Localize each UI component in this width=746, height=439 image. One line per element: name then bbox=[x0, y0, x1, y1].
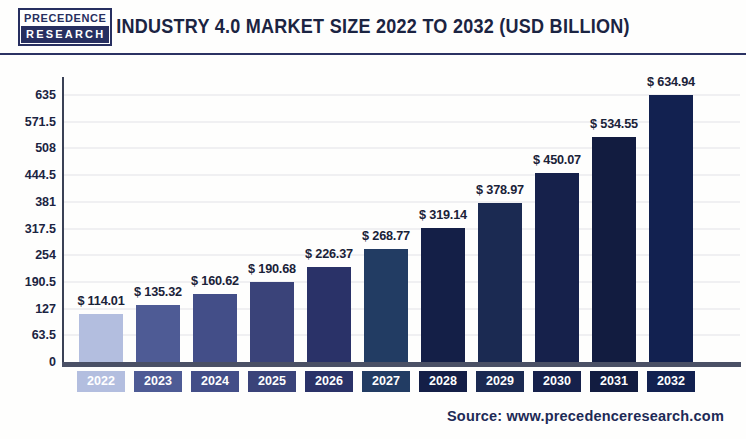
bar-value-label: $ 135.32 bbox=[134, 284, 182, 299]
bar-value-label: $ 450.07 bbox=[533, 152, 581, 167]
bar-value-label: $ 190.68 bbox=[248, 261, 296, 276]
header-divider bbox=[0, 53, 746, 55]
y-tick-label: 508 bbox=[0, 140, 56, 156]
bar-column-2030: $ 450.072030 bbox=[535, 95, 579, 362]
x-axis-label-2030: 2030 bbox=[533, 371, 581, 392]
x-axis-label-2024: 2024 bbox=[191, 371, 239, 392]
x-axis-label-2025: 2025 bbox=[248, 371, 296, 392]
bar-2024 bbox=[193, 294, 237, 362]
bar-2028 bbox=[421, 228, 465, 362]
y-tick-label: 127 bbox=[0, 301, 56, 317]
x-axis-label-2023: 2023 bbox=[134, 371, 182, 392]
bar-2025 bbox=[250, 282, 294, 362]
bar-column-2028: $ 319.142028 bbox=[421, 95, 465, 362]
bar-value-label: $ 268.77 bbox=[362, 228, 410, 243]
bar-2032 bbox=[649, 95, 693, 362]
bar-value-label: $ 160.62 bbox=[191, 273, 239, 288]
logo-line2: RESEARCH bbox=[21, 26, 109, 43]
x-axis-label-2027: 2027 bbox=[362, 371, 410, 392]
bar-2030 bbox=[535, 173, 579, 362]
bar-2031 bbox=[592, 137, 636, 362]
bar-2029 bbox=[478, 203, 522, 362]
bar-value-label: $ 114.01 bbox=[77, 293, 124, 308]
y-tick-label: 381 bbox=[0, 194, 56, 210]
bar-2027 bbox=[364, 249, 408, 362]
y-tick-label: 444.5 bbox=[0, 167, 56, 183]
plot-area: $ 114.012022 $ 135.322023 $ 160.622024 $ 19… bbox=[63, 95, 740, 362]
y-tick-label: 317.5 bbox=[0, 221, 56, 237]
x-axis-label-2029: 2029 bbox=[476, 371, 524, 392]
bar-2022 bbox=[79, 314, 123, 362]
page-title: INDUSTRY 4.0 MARKET SIZE 2022 TO 2032 (U… bbox=[116, 15, 630, 38]
y-axis: 063.5127190.5254317.5381444.5508571.5635 bbox=[0, 95, 56, 362]
x-axis-label-2026: 2026 bbox=[305, 371, 353, 392]
y-tick-label: 571.5 bbox=[0, 114, 56, 130]
x-axis-line bbox=[62, 362, 741, 367]
bar-value-label: $ 534.55 bbox=[590, 116, 638, 131]
precedence-research-logo: PRECEDENCE RESEARCH bbox=[18, 8, 112, 46]
bar-2023 bbox=[136, 305, 180, 362]
bar-value-label: $ 634.94 bbox=[647, 74, 695, 89]
bar-value-label: $ 226.37 bbox=[305, 246, 353, 261]
bar-column-2022: $ 114.012022 bbox=[79, 95, 123, 362]
y-tick-label: 254 bbox=[0, 247, 56, 263]
chart-page: PRECEDENCE RESEARCH INDUSTRY 4.0 MARKET … bbox=[0, 0, 746, 439]
bar-column-2025: $ 190.682025 bbox=[250, 95, 294, 362]
bar-chart: 0 63.5 127 190.5 254 317.5 381 444.5 508 571.5 635… bbox=[0, 56, 746, 396]
bar-column-2024: $ 160.622024 bbox=[193, 95, 237, 362]
bar-column-2029: $ 378.972029 bbox=[478, 95, 522, 362]
bar-2026 bbox=[307, 267, 351, 362]
y-tick-label: 635 bbox=[0, 87, 56, 103]
x-axis-label-2028: 2028 bbox=[419, 371, 467, 392]
bar-column-2023: $ 135.322023 bbox=[136, 95, 180, 362]
bar-column-2026: $ 226.372026 bbox=[307, 95, 351, 362]
bar-column-2031: $ 534.552031 bbox=[592, 95, 636, 362]
y-tick-label: 0 bbox=[0, 354, 56, 370]
bar-column-2032: $ 634.942032 bbox=[649, 95, 693, 362]
y-axis-line bbox=[62, 77, 64, 367]
bar-value-label: $ 319.14 bbox=[419, 207, 467, 222]
source-text: Source: www.precedenceresearch.com bbox=[447, 408, 724, 424]
x-axis-label-2032: 2032 bbox=[647, 371, 695, 392]
bar-column-2027: $ 268.772027 bbox=[364, 95, 408, 362]
x-axis-label-2031: 2031 bbox=[590, 371, 638, 392]
y-tick-label: 190.5 bbox=[0, 274, 56, 290]
bar-value-label: $ 378.97 bbox=[476, 182, 524, 197]
x-axis-label-2022: 2022 bbox=[77, 371, 125, 392]
logo-line1: PRECEDENCE bbox=[20, 10, 110, 26]
y-tick-label: 63.5 bbox=[0, 327, 56, 343]
